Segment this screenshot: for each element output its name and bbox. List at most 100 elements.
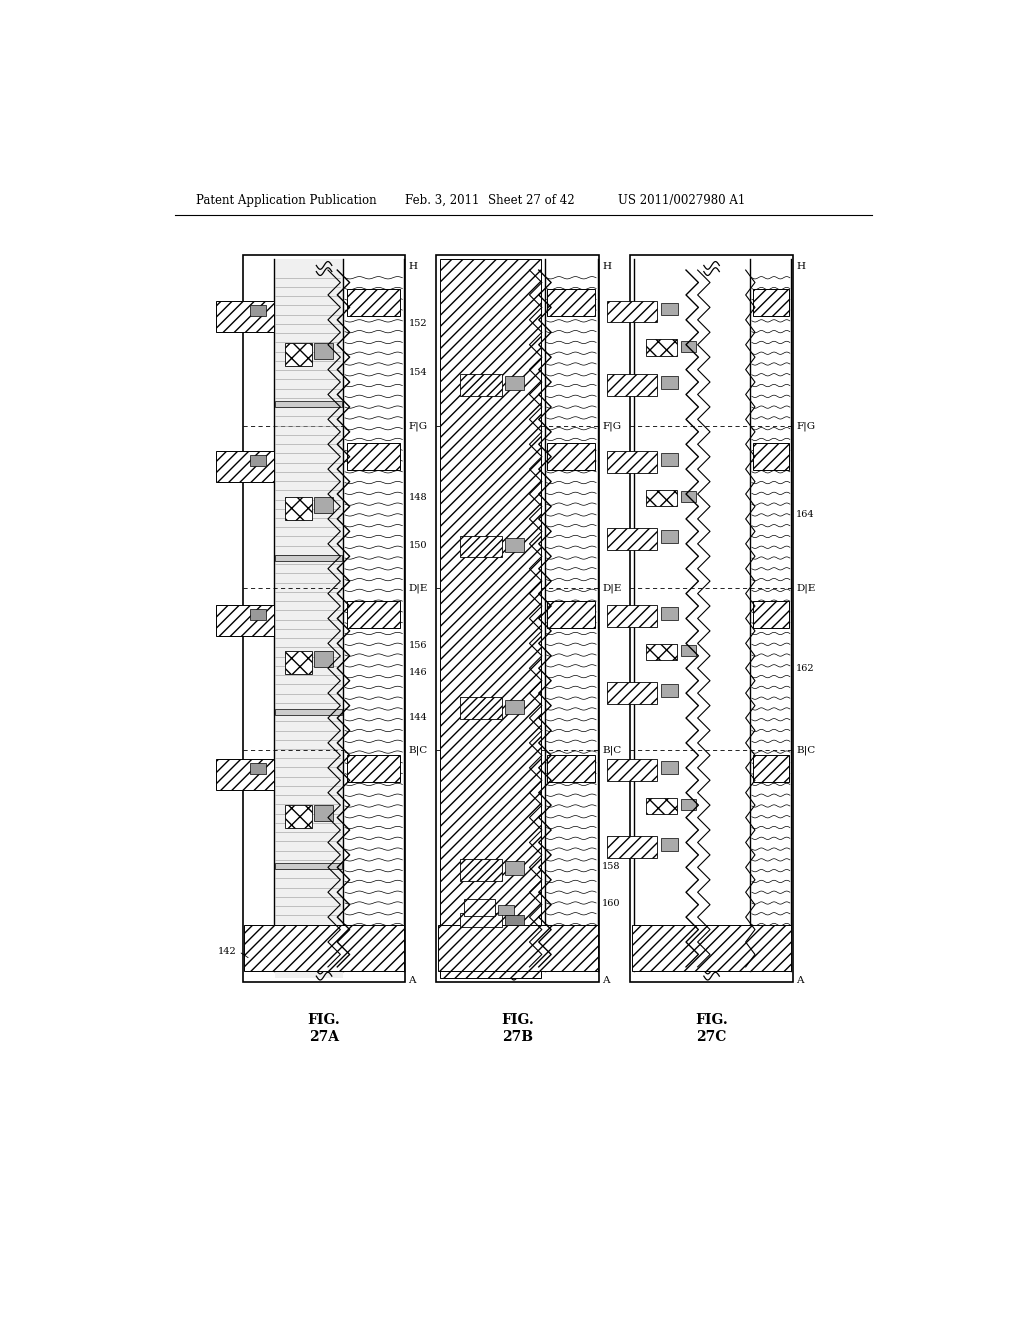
Bar (505, 700, 524, 714)
Bar (662, 304, 678, 315)
Text: 148: 148 (409, 492, 427, 502)
Bar (635, 259, 693, 978)
Bar (243, 255, 406, 982)
Bar (607, 451, 657, 473)
Text: D|E: D|E (796, 583, 815, 593)
Bar (251, 455, 266, 466)
Text: A: A (796, 977, 804, 985)
Text: FIG.
27C: FIG. 27C (695, 1012, 728, 1044)
Bar (505, 539, 524, 552)
Bar (286, 343, 312, 367)
Bar (646, 644, 677, 660)
Bar (216, 451, 273, 482)
Text: D|E: D|E (602, 583, 622, 593)
Bar (314, 805, 334, 821)
Bar (753, 601, 790, 628)
Bar (607, 682, 657, 704)
Bar (499, 906, 514, 915)
Bar (275, 709, 342, 715)
Bar (251, 609, 266, 620)
Bar (245, 924, 403, 970)
Bar (440, 259, 541, 978)
Bar (460, 536, 503, 557)
Bar (347, 755, 400, 781)
Bar (216, 759, 273, 789)
Bar (607, 605, 657, 627)
Text: 154: 154 (409, 368, 427, 378)
Text: FIG.
27A: FIG. 27A (307, 1012, 340, 1044)
Bar (753, 755, 790, 781)
Text: 164: 164 (796, 511, 815, 519)
Bar (314, 651, 334, 667)
Text: Sheet 27 of 42: Sheet 27 of 42 (488, 194, 575, 207)
Bar (251, 763, 266, 775)
Bar (216, 301, 273, 331)
Bar (505, 915, 524, 925)
Bar (275, 401, 342, 407)
Bar (438, 924, 598, 970)
Text: 150: 150 (409, 541, 427, 550)
Bar (630, 255, 793, 982)
Text: FIG.
27B: FIG. 27B (502, 1012, 535, 1044)
Bar (607, 759, 657, 780)
Bar (286, 805, 312, 829)
Bar (460, 374, 503, 396)
Bar (547, 601, 595, 628)
Bar (347, 289, 400, 317)
Text: B|C: B|C (796, 744, 815, 755)
Bar (464, 899, 495, 916)
Bar (662, 531, 678, 543)
Bar (607, 301, 657, 322)
Bar (753, 444, 790, 470)
Bar (632, 924, 792, 970)
Text: 152: 152 (409, 319, 427, 329)
Bar (681, 645, 696, 656)
Bar (460, 913, 503, 927)
Text: Feb. 3, 2011: Feb. 3, 2011 (404, 194, 479, 207)
Bar (646, 797, 677, 814)
Text: 156: 156 (409, 642, 427, 651)
Bar (662, 838, 678, 850)
Bar (343, 259, 403, 978)
Bar (662, 607, 678, 619)
Bar (681, 341, 696, 351)
Text: 158: 158 (602, 862, 621, 871)
Bar (460, 859, 503, 880)
Text: F|G: F|G (796, 421, 815, 432)
Bar (314, 498, 334, 512)
Bar (251, 305, 266, 317)
Text: US 2011/0027980 A1: US 2011/0027980 A1 (617, 194, 745, 207)
Bar (547, 444, 595, 470)
Bar (607, 528, 657, 549)
Bar (646, 490, 677, 507)
Bar (505, 376, 524, 391)
Text: H: H (602, 261, 611, 271)
Text: B|C: B|C (602, 744, 622, 755)
Bar (286, 498, 312, 520)
Bar (275, 554, 342, 561)
Text: A: A (602, 977, 610, 985)
Bar (347, 601, 400, 628)
Bar (662, 453, 678, 466)
Bar (275, 259, 343, 978)
Bar (662, 376, 678, 388)
Bar (662, 684, 678, 697)
Text: 146: 146 (409, 668, 427, 677)
Bar (607, 836, 657, 858)
Bar (347, 444, 400, 470)
Bar (314, 343, 334, 359)
Bar (436, 255, 599, 982)
Bar (753, 289, 790, 317)
Text: D|E: D|E (409, 583, 428, 593)
Text: F|G: F|G (409, 421, 428, 432)
Text: H: H (409, 261, 418, 271)
Text: F|G: F|G (602, 421, 622, 432)
Bar (607, 374, 657, 396)
Bar (681, 491, 696, 502)
Bar (662, 762, 678, 774)
Bar (216, 605, 273, 636)
Bar (681, 799, 696, 810)
Text: B|C: B|C (409, 744, 428, 755)
Text: 144: 144 (409, 713, 427, 722)
Bar (275, 863, 342, 869)
